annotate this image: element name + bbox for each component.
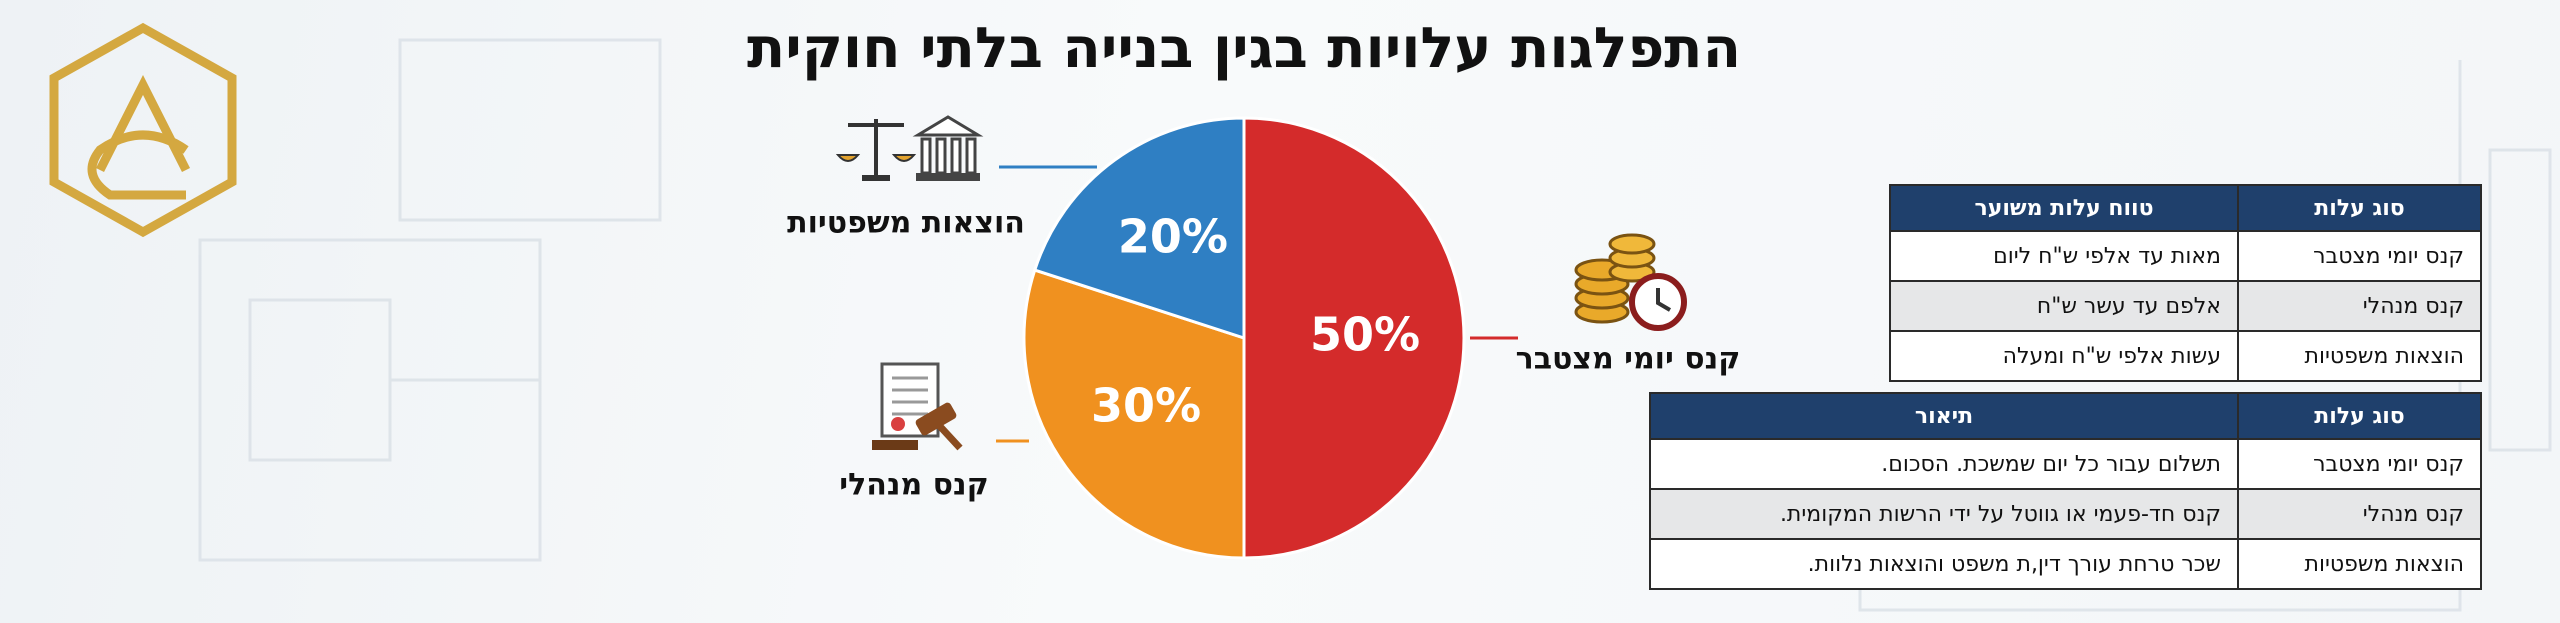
icon-part xyxy=(1656,288,1672,312)
icon-part xyxy=(935,137,947,175)
header-cell: סוג עלות xyxy=(2237,392,2482,440)
cell: קנס יומי מצטבר xyxy=(2237,438,2482,490)
row: הוצאות משפטיות עשות אלפי ש"ח ומעלה xyxy=(1889,330,2482,382)
icon-part xyxy=(950,137,962,175)
icon-part xyxy=(912,115,984,137)
category-label: קנס יומי מצטבר xyxy=(1516,342,1741,377)
cell: קנס מנהלי xyxy=(2237,280,2482,332)
value-label: 20% xyxy=(1118,210,1228,264)
cell: עשות אלפי ש"ח ומעלה xyxy=(1889,330,2239,382)
icon-part xyxy=(915,402,957,436)
header-cell: טווח עלות משוער xyxy=(1889,184,2239,232)
category-icon xyxy=(1574,233,1687,331)
cell: קנס חד-פעמי או גווטל על ידי הרשות המקומי… xyxy=(1649,488,2239,540)
cell: הוצאות משפטיות xyxy=(2237,330,2482,382)
icon-part xyxy=(1608,233,1656,255)
cell: אלפם עד עשר ש"ח xyxy=(1889,280,2239,332)
cell: קנס יומי מצטבר xyxy=(2237,230,2482,282)
cell: מאות עד אלפי ש"ח ליום xyxy=(1889,230,2239,282)
logo xyxy=(49,22,237,238)
row: קנס מנהלי אלפם עד עשר ש"ח xyxy=(1889,280,2482,332)
row: קנס יומי מצטבר תשלום עבור כל יום שמשכת. ה… xyxy=(1649,438,2482,490)
pie-slice xyxy=(1032,116,1246,341)
icon-part xyxy=(891,417,905,431)
icon-part xyxy=(933,419,963,451)
category-label: הוצאות משפטיות xyxy=(787,206,1025,241)
icon-part xyxy=(965,137,977,175)
category-icon xyxy=(835,115,984,181)
value-label: 30% xyxy=(1091,379,1201,433)
cost-description-table: סוג עלות תיאור קנס יומי מצטבר תשלום עבור … xyxy=(1649,392,2482,590)
header-cell: סוג עלות xyxy=(2237,184,2482,232)
header-cell: תיאור xyxy=(1649,392,2239,440)
icon-part xyxy=(862,175,890,181)
category-icon xyxy=(872,362,963,451)
header-row: סוג עלות טווח עלות משוער xyxy=(1889,184,2482,232)
cell: קנס מנהלי xyxy=(2237,488,2482,540)
icon-part xyxy=(835,154,917,162)
cost-range-table: סוג עלות טווח עלות משוער קנס יומי מצטבר מ… xyxy=(1889,184,2482,382)
category-label: קנס מנהלי xyxy=(839,468,988,503)
chart-title: התפלגות עלויות בגין בנייה בלתי חוקית xyxy=(747,16,1741,81)
cell: תשלום עבור כל יום שמשכת. הסכום. xyxy=(1649,438,2239,490)
icon-part xyxy=(872,440,918,450)
cell: הוצאות משפטיות xyxy=(2237,538,2482,590)
row: קנס יומי מצטבר מאות עד אלפי ש"ח ליום xyxy=(1889,230,2482,282)
pie-slice xyxy=(1022,268,1246,560)
row: הוצאות משפטיות שכר טרחת עורך דין,ת משפט ו… xyxy=(1649,538,2482,590)
row: קנס מנהלי קנס חד-פעמי או גווטל על ידי הרש… xyxy=(1649,488,2482,540)
icon-part xyxy=(920,137,932,175)
icon-part xyxy=(916,173,980,181)
value-label: 50% xyxy=(1310,308,1420,362)
pie-slice xyxy=(1242,116,1466,560)
header-row: סוג עלות תיאור xyxy=(1649,392,2482,440)
cell: שכר טרחת עורך דין,ת משפט והוצאות נלוות. xyxy=(1649,538,2239,590)
